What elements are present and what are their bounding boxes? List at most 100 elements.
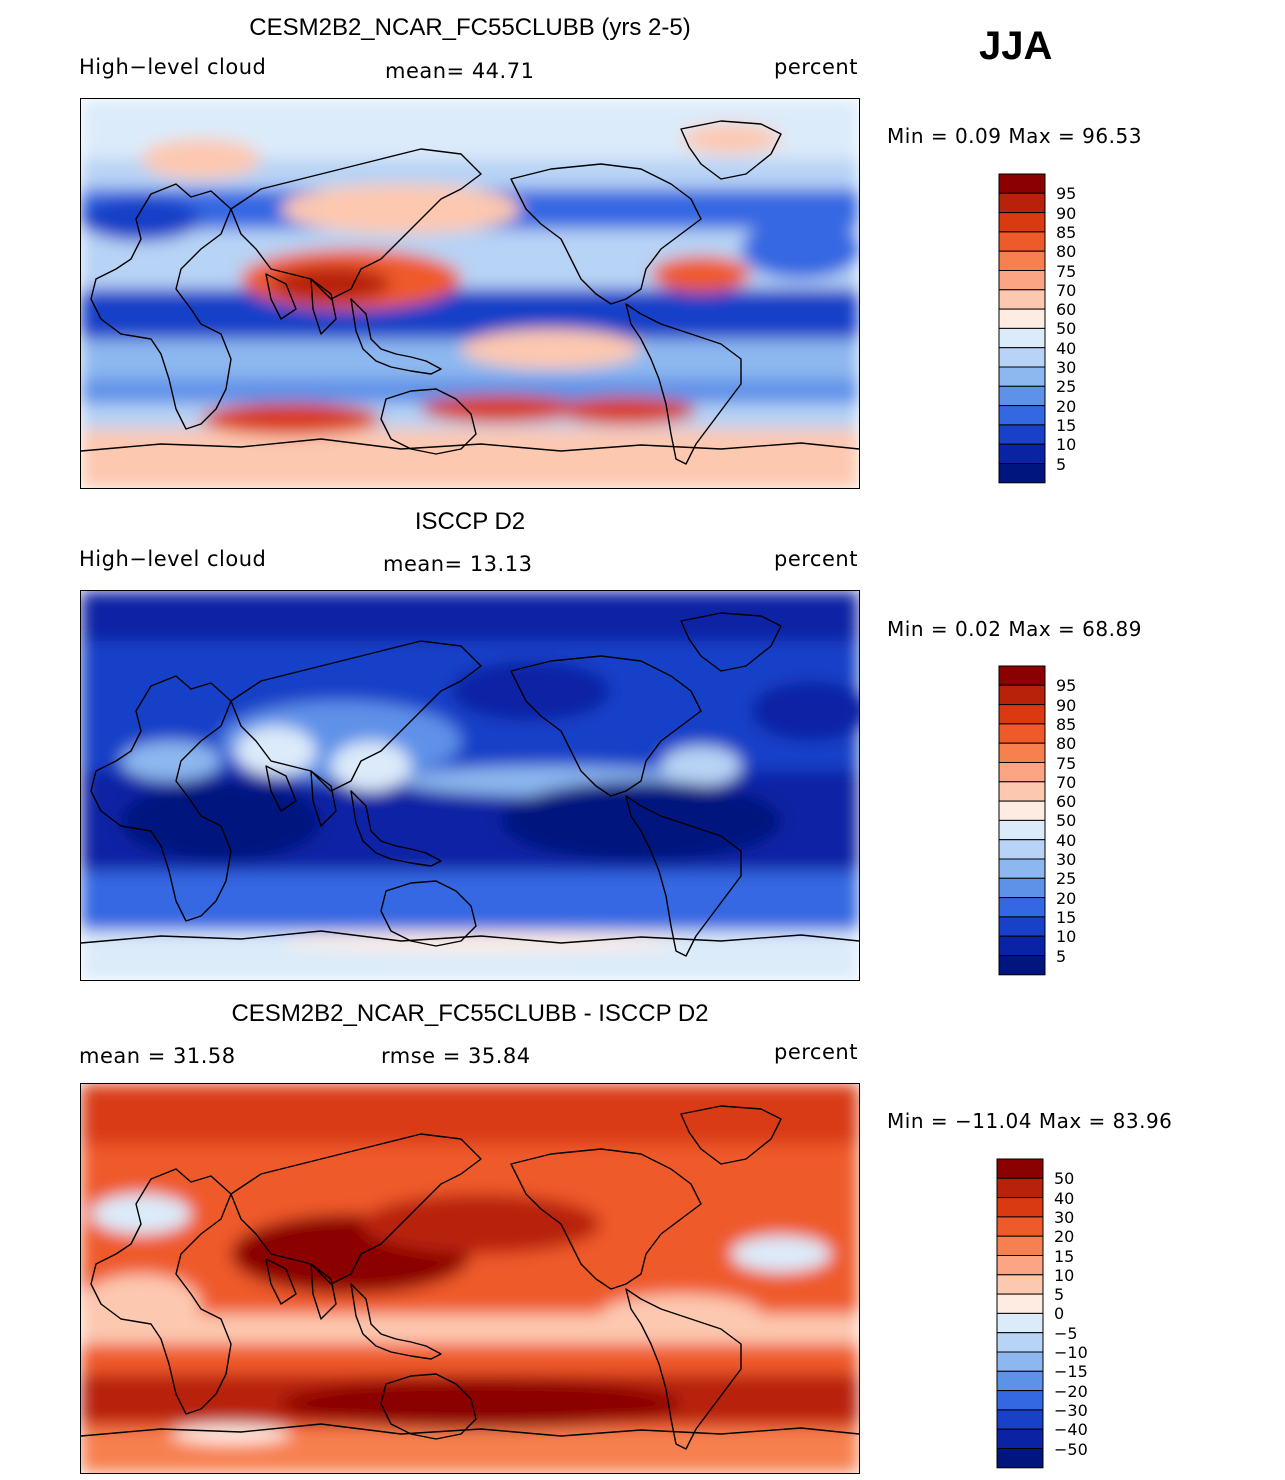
coastline <box>230 148 482 300</box>
field-region <box>236 726 316 776</box>
colorbar-swatch <box>998 443 1046 465</box>
field-region <box>281 184 521 234</box>
colorbar-swatch <box>998 935 1046 957</box>
colorbar-swatch <box>996 1177 1044 1199</box>
field-region <box>451 661 611 721</box>
colorbar-tick-label: 20 <box>1056 396 1077 416</box>
field-region <box>121 781 321 861</box>
colorbar-swatch <box>998 684 1046 706</box>
colorbar-swatch <box>998 212 1046 233</box>
coastline <box>680 120 782 180</box>
colorbar-swatch <box>998 955 1046 976</box>
colorbar-tick-label: 15 <box>1056 907 1077 927</box>
colorbar-swatch <box>996 1235 1044 1256</box>
colorbar-swatch <box>998 819 1046 841</box>
coastline <box>230 1133 482 1285</box>
field-region <box>271 266 391 302</box>
panel1-map <box>80 98 860 489</box>
colorbar-tick-label: 50 <box>1054 1169 1075 1189</box>
colorbar-swatch <box>996 1428 1044 1450</box>
colorbar-swatch <box>998 192 1046 214</box>
coastline <box>81 438 859 452</box>
colorbar-swatch <box>996 1351 1044 1372</box>
field-band <box>81 591 859 641</box>
colorbar-tick-label: 90 <box>1056 203 1077 223</box>
colorbar-swatch <box>998 916 1046 937</box>
colorbar-tick-label: 60 <box>1056 300 1077 320</box>
colorbar-swatch <box>998 858 1046 879</box>
colorbar-tick-label: 25 <box>1056 377 1077 397</box>
colorbar-svg <box>998 173 1046 484</box>
colorbar-tick-label: 10 <box>1056 927 1077 947</box>
field-region <box>421 395 581 423</box>
colorbar-swatch <box>996 1332 1044 1353</box>
colorbar-tick-label: 80 <box>1056 734 1077 754</box>
colorbar-swatch <box>998 308 1046 329</box>
colorbar-swatch <box>998 463 1046 484</box>
colorbar-swatch <box>998 742 1046 763</box>
season-label: JJA <box>979 24 1053 68</box>
colorbar-swatch <box>996 1255 1044 1276</box>
coastline <box>680 1105 782 1165</box>
field-region <box>681 124 781 154</box>
field-band <box>81 871 859 931</box>
panel3-colorbar: 50 40 30 20 15 10 5 0 −5 −10 −15 −20 −30 −40 −50 <box>996 1158 1088 1474</box>
field-band <box>81 1084 859 1144</box>
colorbar-swatch <box>996 1370 1044 1392</box>
colorbar-tick-label: 60 <box>1056 792 1077 812</box>
colorbar-swatch <box>998 665 1046 686</box>
coastline <box>90 675 232 922</box>
colorbar-tick-label: 70 <box>1056 280 1077 300</box>
colorbar-swatch <box>998 385 1046 407</box>
colorbar-swatch <box>996 1409 1044 1430</box>
colorbar-swatch <box>998 897 1046 918</box>
coastline <box>265 1258 337 1320</box>
field-region <box>651 256 751 292</box>
colorbar-tick-label: 75 <box>1056 753 1077 773</box>
colorbar-swatch <box>998 424 1046 445</box>
colorbar-tick-label: 5 <box>1056 946 1067 966</box>
colorbar-swatch <box>996 1390 1044 1411</box>
coastline <box>265 765 337 827</box>
colorbar-tick-label: −15 <box>1054 1362 1088 1382</box>
field-map-svg <box>81 99 859 488</box>
field-region <box>361 1194 601 1254</box>
field-region <box>731 1236 831 1272</box>
field-region <box>171 1424 291 1444</box>
field-region <box>741 219 859 279</box>
colorbar-tick-label: 10 <box>1054 1265 1075 1285</box>
coastline <box>350 298 442 375</box>
coastline <box>625 1288 742 1450</box>
colorbar-tick-label: 80 <box>1056 242 1077 262</box>
field-map-svg <box>81 1084 859 1473</box>
colorbar-swatch <box>998 762 1046 783</box>
colorbar-tick-label: 85 <box>1056 222 1077 242</box>
panel3-title: CESM2B2_NCAR_FC55CLUBB - ISCCP D2 <box>231 1000 709 1027</box>
colorbar-swatch <box>998 366 1046 387</box>
colorbar-tick-label: 15 <box>1056 415 1077 435</box>
coastline <box>510 163 702 305</box>
coastline <box>625 303 742 465</box>
colorbar-swatch <box>996 1312 1044 1334</box>
coastline <box>380 880 477 947</box>
colorbar-tick-label: 20 <box>1054 1227 1075 1247</box>
colorbar-tick-label: 95 <box>1056 676 1077 696</box>
field-region <box>661 746 741 786</box>
colorbar-swatch <box>998 877 1046 899</box>
colorbar-tick-label: −20 <box>1054 1381 1088 1401</box>
colorbar-tick-label: 95 <box>1056 184 1077 204</box>
panel2-title: ISCCP D2 <box>414 508 526 535</box>
panel2-left-label: High−level cloud <box>79 547 267 571</box>
field-region <box>281 931 681 951</box>
coastline <box>350 1283 442 1360</box>
colorbar-swatch <box>996 1216 1044 1237</box>
colorbar-tick-label: 50 <box>1056 319 1077 339</box>
coastline <box>230 640 482 792</box>
colorbar-swatch <box>998 270 1046 291</box>
coastline <box>90 183 232 430</box>
panel1-minmax: Min = 0.09 Max = 96.53 <box>887 124 1142 148</box>
colorbar-tick-label: 0 <box>1054 1304 1065 1324</box>
field-region <box>751 681 859 741</box>
colorbar-swatch <box>998 327 1046 349</box>
colorbar-svg <box>998 665 1046 976</box>
